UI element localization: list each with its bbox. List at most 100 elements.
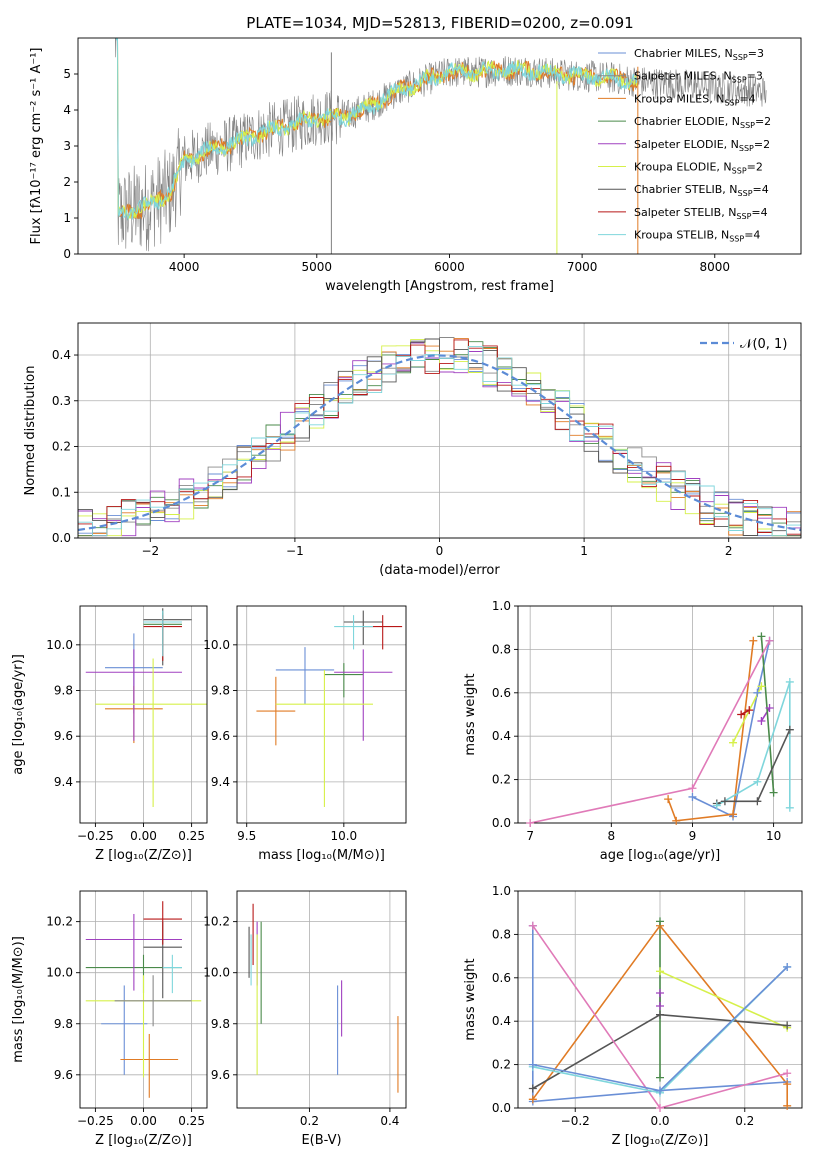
x-axis-label: age [log₁₀(age/yr)] (600, 848, 721, 863)
legend-subscript: SSP (732, 167, 747, 176)
x-tick-label: 8 (607, 829, 615, 843)
y-tick-label: 2 (63, 175, 71, 189)
kroupa_stelib-weight-marker (712, 801, 721, 810)
x-axis-label: E(B-V) (301, 1133, 341, 1148)
chabrier_miles-weight-marker (528, 1060, 537, 1069)
y-tick-label: 10.0 (46, 966, 73, 980)
weight_vs_age-grid (518, 605, 802, 824)
y-tick-label: 0.2 (492, 1058, 511, 1072)
pink_fit-weight-marker (783, 1069, 792, 1078)
pink_fit-weight-line (532, 925, 788, 1108)
age_vs_mass-frame (236, 605, 407, 824)
spectrum-panel: 4000 5000 6000 7000 8000 0 1 2 3 4 5 wavelength [An… (29, 37, 802, 294)
salpeter_elodie-weight-marker (656, 988, 664, 997)
gaussian-reference-curve (78, 354, 801, 532)
chabrier_elodie-weight-marker (656, 1073, 664, 1082)
kroupa_miles-model-line (116, 38, 638, 220)
chabrier_miles-weight-line (692, 640, 771, 818)
x-axis-label: wavelength [Angstrom, rest frame] (325, 279, 554, 294)
legend-count: =4 (753, 183, 769, 196)
chabrier_stelib-weight-marker (720, 797, 729, 806)
y-tick-label: 9.4 (211, 775, 230, 789)
spectrum-plot-area (115, 38, 767, 254)
kroupa_stelib-weight-marker (785, 677, 794, 686)
x-tick-label: 1 (580, 544, 588, 558)
kroupa_elodie-weight-line (732, 685, 763, 744)
kroupa_miles-weight-marker (783, 1080, 792, 1089)
x-axis-label: mass [log₁₀(M/M⊙)] (258, 848, 385, 863)
y-axis-label: mass weight (463, 958, 478, 1040)
y-axis-label: Normed distribution (23, 366, 38, 496)
x-tick-label: −0.25 (77, 1114, 114, 1128)
mass_vs_ebv-frame (236, 890, 407, 1109)
y-tick-label: 0.6 (492, 971, 511, 985)
y-axis-label: Flux [fλ10⁻¹⁷ erg cm⁻² s⁻¹ A⁻¹] (29, 48, 44, 245)
x-tick-label: 0.2 (300, 1114, 319, 1128)
chabrier_stelib-weight-marker (753, 797, 762, 806)
legend-count: =4 (744, 229, 760, 242)
y-tick-label: 9.8 (54, 1017, 73, 1031)
chabrier_stelib-weight-marker (656, 1010, 664, 1019)
chabrier_stelib-weight-marker (785, 725, 794, 734)
x-tick-label: 6000 (434, 260, 465, 274)
y-tick-label: 0.4 (492, 1014, 511, 1028)
legend-subscript: SSP (732, 76, 747, 85)
kroupa_elodie-weight-marker (656, 967, 664, 976)
kroupa_miles-weight-marker (783, 1101, 792, 1110)
chabrier_miles-weight-marker (656, 1086, 664, 1095)
chabrier_elodie-weight-line (760, 636, 775, 793)
kroupa_elodie-weight-marker (757, 682, 766, 691)
pink_fit-weight-marker (765, 636, 774, 645)
x-tick-label: 0.0 (650, 1114, 669, 1128)
kroupa_miles-weight-line (532, 924, 788, 1106)
y-tick-label: 9.6 (54, 729, 73, 743)
kroupa_miles-weight-line (667, 640, 755, 822)
y-tick-label: 0.8 (492, 642, 511, 656)
salpeter_stelib-weight-line (740, 709, 750, 716)
chabrier_stelib-weight-marker (783, 1021, 792, 1030)
y-tick-label: 9.8 (54, 684, 73, 698)
residuals-plot-area (78, 337, 801, 537)
chabrier_miles-weight-marker (783, 962, 792, 971)
y-tick-label: 0.0 (492, 816, 511, 830)
y-tick-label: 10.0 (46, 638, 73, 652)
x-axis-label: Z [log₁₀(Z/Z⊙)] (95, 848, 192, 863)
x-tick-label: 2 (725, 544, 733, 558)
legend-count: =4 (739, 92, 755, 105)
y-tick-label: 0 (63, 247, 71, 261)
kroupa_elodie-model-line (115, 38, 638, 220)
y-tick-label: 4 (63, 103, 71, 117)
weight_vs_age-plot-area (530, 636, 791, 823)
y-tick-label: 0.8 (492, 927, 511, 941)
x-tick-label: 7 (526, 829, 534, 843)
y-tick-label: 0.4 (492, 729, 511, 743)
weight_vs_age-panel: 7 8 9 10 0.0 0.2 0.4 0.6 0.8 1.0 age [log₁₀(age/yr… (463, 599, 803, 863)
legend-count: =2 (754, 138, 770, 151)
legend-entry: Salpeter MILES, NSSP=3 (634, 70, 763, 85)
y-tick-label: 0.4 (52, 348, 71, 362)
kroupa_elodie-weight-marker (729, 738, 738, 747)
y-tick-label: 0.0 (52, 531, 71, 545)
residuals-panel: −2 −1 0 1 2 0.0 0.1 0.2 0.3 0.4 (data-model)/error… (23, 322, 802, 578)
legend-subscript: SSP (736, 212, 751, 221)
age_vs_mass-grid (237, 606, 406, 823)
age_vs_Z-panel: −0.25 0.00 0.25 9.4 9.6 9.8 10.0 Z [log₁₀(Z/Z⊙)… (11, 605, 208, 863)
y-tick-label: 9.6 (54, 1068, 73, 1082)
x-tick-label: 4000 (169, 260, 200, 274)
y-tick-label: 5 (63, 67, 71, 81)
age_vs_Z-grid (80, 606, 207, 823)
y-axis-label: age [log₁₀(age/yr)] (11, 654, 26, 775)
kroupa_stelib-weight-line (716, 681, 791, 808)
y-tick-label: 10.0 (203, 638, 230, 652)
x-tick-label: 7000 (567, 260, 598, 274)
weight_vs_Z-panel: −0.2 0.0 0.2 0.0 0.2 0.4 0.6 0.8 1.0 Z [log₁₀(Z/Z… (463, 884, 803, 1148)
x-tick-label: 9.5 (237, 829, 256, 843)
mass_vs_ebv-plot-area (248, 903, 399, 1093)
y-axis-label: mass weight (463, 673, 478, 755)
chabrier_elodie-weight-marker (769, 788, 778, 797)
kroupa_miles-weight-marker (528, 1095, 537, 1104)
y-tick-label: 10.2 (46, 915, 73, 929)
y-axis-label: mass [log₁₀(M/M⊙)] (11, 936, 26, 1063)
legend-subscript: SSP (740, 121, 755, 130)
